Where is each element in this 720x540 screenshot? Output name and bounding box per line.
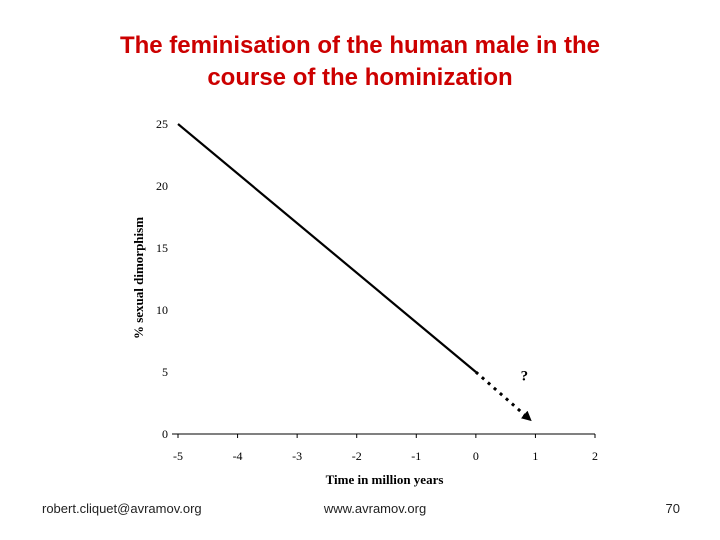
x-tick-label: -3 [292, 449, 302, 463]
series-group: ? [177, 123, 532, 422]
x-tick-label: 0 [473, 449, 479, 463]
x-tick-label: -5 [173, 449, 183, 463]
y-tick-label: 10 [156, 303, 168, 317]
y-tick-label: 5 [162, 365, 168, 379]
x-tick-label: -1 [411, 449, 421, 463]
footer-website: www.avramov.org [323, 501, 427, 516]
y-tick-label: 0 [162, 427, 168, 441]
page-number: 70 [665, 501, 680, 516]
x-tick-label: 2 [592, 449, 598, 463]
y-axis: 0 5 10 15 20 25 [156, 117, 168, 441]
y-axis-label: % sexual dimorphism [131, 217, 146, 339]
x-tick-label: -4 [233, 449, 243, 463]
y-tick-label: 20 [156, 179, 168, 193]
y-tick-label: 15 [156, 241, 168, 255]
slide-title: The feminisation of the human male in th… [40, 30, 680, 94]
series-line-solid [177, 123, 477, 373]
axis-labels: Time in million years % sexual dimorphism [131, 217, 443, 487]
slide-title-line-1: The feminisation of the human male in th… [119, 32, 601, 59]
x-tick-label: 1 [532, 449, 538, 463]
y-tick-label: 25 [156, 117, 168, 131]
x-tick-label: -2 [352, 449, 362, 463]
x-axis: -5 -4 -3 -2 -1 0 1 2 [172, 433, 598, 463]
slide-title-line-2: course of the hominization [207, 64, 513, 91]
footer-email: robert.cliquet@avramov.org [42, 501, 202, 516]
question-mark-annotation: ? [521, 369, 529, 385]
x-axis-label: Time in million years [326, 472, 444, 487]
